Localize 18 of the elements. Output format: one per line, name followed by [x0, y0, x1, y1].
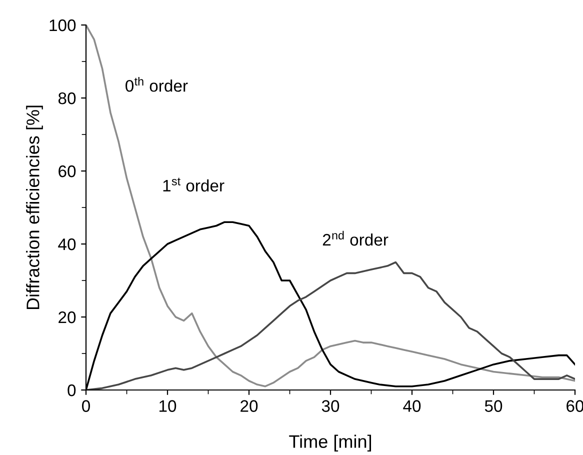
x-tick-label: 20 [240, 400, 258, 412]
y-tick-label: 60 [58, 165, 76, 178]
series-label: 2$^{nd}$ order [322, 230, 388, 246]
y-tick-label: 80 [58, 92, 76, 104]
x-tick-label: 50 [484, 400, 502, 412]
x-tick-label: 30 [322, 400, 340, 412]
y-axis-title: Diffraction efficiencies [%] [26, 106, 43, 310]
line-series [86, 25, 575, 388]
y-tick-label: 0 [68, 384, 76, 396]
x-axis-title: Time [min] [289, 434, 372, 452]
y-tick-label: 100 [50, 19, 76, 32]
y-tick-label: 40 [58, 238, 76, 250]
x-tick-label: 10 [160, 400, 176, 412]
x-tick-label: 0 [82, 400, 90, 412]
x-tick-label: 40 [403, 400, 421, 412]
y-tick-label: 20 [58, 311, 76, 324]
series-label: 1$^{st}$ order [163, 178, 224, 192]
series-label: 0$^{th}$ order [126, 77, 188, 92]
